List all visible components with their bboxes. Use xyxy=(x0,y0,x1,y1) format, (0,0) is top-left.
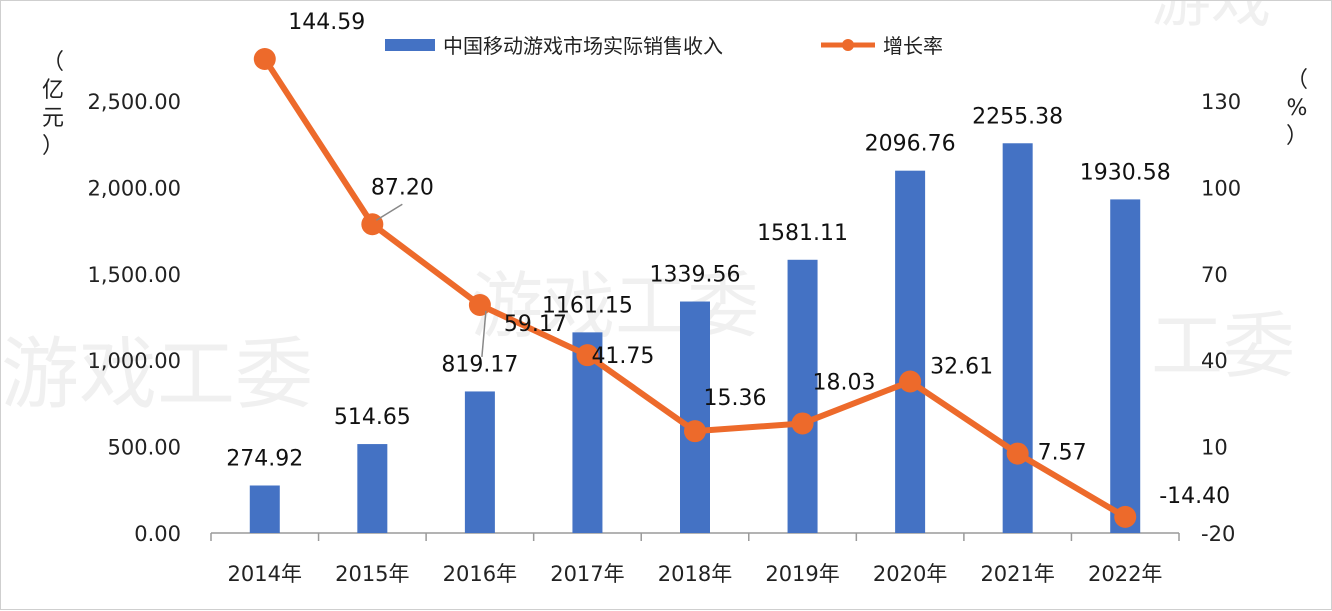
line-data-label: 18.03 xyxy=(813,370,876,395)
right-axis-unit-char: ） xyxy=(1286,124,1308,149)
left-axis-ticks: 0.00 500.00 1,000.00 1,500.00 2,000.00 2,500.… xyxy=(87,90,181,546)
x-tick-label: 2019年 xyxy=(765,562,839,586)
line-data-label: 144.59 xyxy=(288,10,365,35)
x-tick-label: 2016年 xyxy=(443,562,517,586)
x-axis: 2014年 2015年 2016年 2017年 2018年 2019年 2020年 2021年… xyxy=(210,532,1180,586)
bar xyxy=(357,444,388,533)
growth-point xyxy=(253,47,276,70)
right-tick-label: -20 xyxy=(1201,522,1235,546)
bar xyxy=(680,301,710,533)
line-data-label: 32.61 xyxy=(930,354,993,379)
legend-line-marker xyxy=(842,39,854,51)
growth-point xyxy=(1006,442,1029,465)
growth-point xyxy=(468,293,491,316)
bar-data-label: 819.17 xyxy=(441,352,518,377)
right-axis-ticks: -20 10 40 70 100 130 xyxy=(1201,90,1241,546)
right-tick-label: 70 xyxy=(1201,263,1228,287)
left-tick-label: 2,000.00 xyxy=(87,176,181,200)
bar-series xyxy=(249,143,1141,534)
growth-point xyxy=(576,344,599,367)
line-data-label: 59.17 xyxy=(504,312,567,337)
x-tick-label: 2021年 xyxy=(980,562,1054,586)
watermark-text: 游戏工委 xyxy=(471,264,759,348)
legend: 中国移动游戏市场实际销售收入 增长率 xyxy=(385,34,943,58)
x-tick-label: 2014年 xyxy=(228,562,302,586)
watermark-text: 工委 xyxy=(1151,304,1295,388)
left-tick-label: 1,000.00 xyxy=(87,349,181,373)
x-tick-label: 2015年 xyxy=(335,562,409,586)
line-data-label: -14.40 xyxy=(1159,484,1230,509)
bar-data-labels: 274.92 514.65 819.17 1161.15 1339.56 1581.11 2… xyxy=(226,104,1170,471)
left-tick-label: 500.00 xyxy=(108,436,181,460)
left-axis-unit-char: （ xyxy=(42,50,64,75)
right-axis-unit-char: % xyxy=(1287,96,1308,121)
line-data-labels: 144.59 87.20 59.17 41.75 15.36 18.03 32.61 7.57… xyxy=(288,10,1230,509)
right-tick-label: 100 xyxy=(1201,176,1241,200)
bar-data-label: 1581.11 xyxy=(757,221,848,246)
growth-point xyxy=(899,370,922,393)
watermark-text: 游戏 xyxy=(1151,1,1271,36)
left-tick-label: 1,500.00 xyxy=(87,263,181,287)
left-tick-label: 0.00 xyxy=(134,522,181,546)
right-tick-label: 10 xyxy=(1201,436,1228,460)
legend-bar-label: 中国移动游戏市场实际销售收入 xyxy=(443,34,723,58)
line-data-label: 41.75 xyxy=(591,344,654,369)
bar xyxy=(787,259,818,533)
bar xyxy=(895,170,926,533)
left-axis-unit: （ 亿元 ） xyxy=(42,50,64,159)
x-tick-label: 2018年 xyxy=(658,562,732,586)
bar-data-label: 1339.56 xyxy=(650,263,741,288)
right-axis-unit-char: （ xyxy=(1286,68,1308,93)
bar xyxy=(464,391,495,533)
x-tick-label: 2017年 xyxy=(550,562,624,586)
x-tick-label: 2020年 xyxy=(873,562,947,586)
bar-data-label: 514.65 xyxy=(334,405,411,430)
growth-point xyxy=(791,412,814,435)
right-tick-label: 40 xyxy=(1201,349,1228,373)
line-data-label: 15.36 xyxy=(704,386,767,411)
bar-data-label: 2255.38 xyxy=(972,104,1063,129)
left-tick-label: 2,500.00 xyxy=(87,90,181,114)
line-data-label: 87.20 xyxy=(371,175,434,200)
label-leader-line xyxy=(481,310,487,358)
label-leader-line xyxy=(375,203,403,221)
bar-data-label: 2096.76 xyxy=(865,132,956,157)
left-axis-unit-char: ） xyxy=(42,134,64,159)
bar-data-label: 274.92 xyxy=(226,446,303,471)
left-axis-unit-char: 元 xyxy=(42,106,64,131)
right-tick-label: 130 xyxy=(1201,90,1241,114)
bar-data-label: 1161.15 xyxy=(542,293,633,318)
bar-data-label: 1930.58 xyxy=(1080,160,1171,185)
legend-line-label: 增长率 xyxy=(883,34,943,58)
growth-point xyxy=(684,420,706,443)
growth-point xyxy=(361,213,384,236)
bar xyxy=(1110,199,1141,533)
line-data-label: 7.57 xyxy=(1038,441,1087,466)
watermark-text: 游戏工委 xyxy=(1,330,313,420)
legend-bar-swatch xyxy=(385,39,435,51)
left-axis-unit-char: 亿 xyxy=(42,78,64,103)
line-series xyxy=(253,47,1137,528)
bar xyxy=(249,485,280,533)
x-tick-label: 2022年 xyxy=(1088,562,1162,586)
bar xyxy=(1002,143,1033,534)
right-axis-unit: （% ） xyxy=(1286,68,1308,149)
growth-point xyxy=(1114,505,1137,528)
